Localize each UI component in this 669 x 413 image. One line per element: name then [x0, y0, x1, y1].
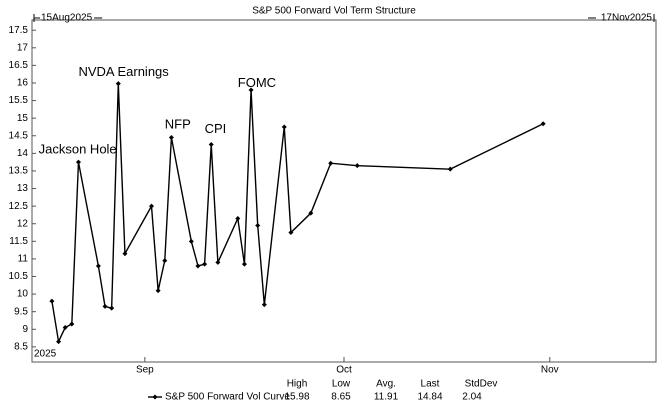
data-point: [115, 81, 121, 87]
data-point: [215, 259, 221, 265]
data-point: [168, 135, 174, 141]
y-tick-label: 11: [18, 254, 29, 265]
data-point: [248, 87, 254, 93]
data-point: [49, 298, 55, 304]
data-point: [148, 203, 154, 209]
stat-value: 15.98: [284, 392, 309, 403]
y-tick-label: 9: [22, 324, 28, 335]
data-point: [62, 325, 68, 331]
y-tick-label: 9.5: [14, 306, 28, 317]
data-point: [69, 321, 75, 327]
data-point: [109, 305, 115, 311]
y-tick-label: 16: [17, 78, 29, 89]
annotation: NVDA Earnings: [78, 64, 169, 79]
y-tick-label: 13: [17, 183, 29, 194]
data-point: [354, 163, 360, 169]
data-point: [241, 261, 247, 267]
stat-header: Last: [421, 379, 440, 390]
x-limit-label: 17Nov2025: [601, 13, 653, 24]
data-point: [102, 303, 108, 309]
data-point: [195, 263, 201, 269]
y-tick-label: 8.5: [14, 342, 28, 353]
x-limit-label: 15Aug2025: [41, 13, 93, 24]
legend-label: S&P 500 Forward Vol Curve: [165, 392, 290, 403]
data-point: [56, 339, 62, 345]
annotation: NFP: [165, 117, 191, 132]
data-point: [202, 261, 208, 267]
chart-title: S&P 500 Forward Vol Term Structure: [252, 6, 416, 17]
y-tick-label: 15: [17, 113, 29, 124]
stat-value: 2.04: [462, 392, 482, 403]
y-tick-label: 17: [17, 42, 29, 53]
annotation: FOMC: [238, 75, 276, 90]
annotation: CPI: [205, 121, 227, 136]
data-point: [540, 121, 546, 127]
data-point: [328, 160, 334, 166]
stat-header: High: [287, 379, 308, 390]
x-tick-label: Sep: [136, 365, 154, 376]
legend-marker: [152, 394, 158, 400]
y-tick-label: 10.5: [9, 271, 29, 282]
year-label: 2025: [34, 349, 57, 360]
stat-header: Low: [332, 379, 351, 390]
y-tick-label: 10: [17, 289, 29, 300]
data-point: [308, 210, 314, 216]
data-point: [255, 222, 261, 228]
data-point: [281, 124, 287, 130]
stat-value: 11.91: [374, 392, 399, 403]
annotation: Jackson Hole: [39, 141, 117, 156]
data-point: [122, 251, 128, 257]
data-point: [261, 302, 267, 308]
stat-header: Avg.: [376, 379, 396, 390]
stat-value: 14.84: [417, 392, 442, 403]
data-point: [447, 166, 453, 172]
data-point: [208, 142, 214, 148]
x-tick-label: Oct: [336, 365, 352, 376]
x-tick-label: Nov: [541, 365, 559, 376]
data-point: [162, 258, 168, 264]
data-point: [95, 263, 101, 269]
y-tick-label: 12.5: [9, 201, 29, 212]
y-tick-label: 17.5: [9, 25, 29, 36]
y-tick-label: 12: [17, 218, 29, 229]
y-tick-label: 13.5: [9, 166, 29, 177]
y-tick-label: 14: [17, 148, 29, 159]
y-tick-label: 14.5: [9, 130, 29, 141]
data-point: [75, 159, 81, 165]
y-tick-label: 16.5: [9, 60, 29, 71]
y-tick-label: 15.5: [9, 95, 29, 106]
data-point: [288, 230, 294, 236]
y-tick-label: 11.5: [9, 236, 28, 247]
data-point: [188, 238, 194, 244]
stat-header: StdDev: [465, 379, 498, 390]
data-point: [235, 215, 241, 221]
data-point: [155, 288, 161, 294]
stat-value: 8.65: [331, 392, 351, 403]
